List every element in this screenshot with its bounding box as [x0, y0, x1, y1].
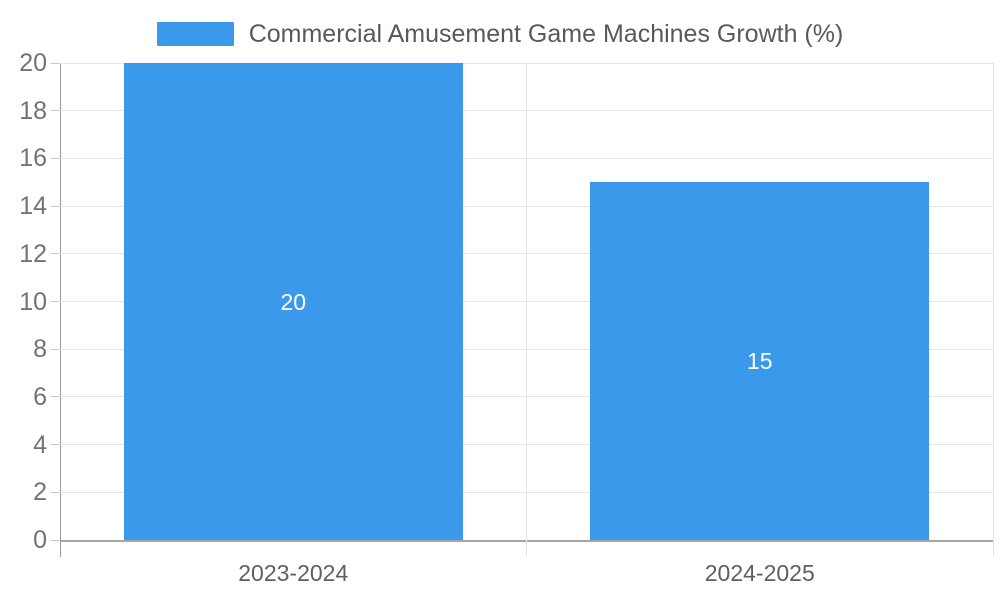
bar-value-label: 15: [746, 348, 773, 375]
y-tick-label: 16: [19, 144, 47, 173]
y-axis-tick: [51, 396, 60, 398]
y-axis-tick: [51, 110, 60, 112]
y-tick-label: 6: [33, 382, 47, 411]
y-tick-label: 8: [33, 335, 47, 364]
bar-2024-2025: [590, 182, 930, 540]
x-tick-label: 2023-2024: [238, 560, 349, 586]
chart-legend: Commercial Amusement Game Machines Growt…: [0, 18, 1000, 50]
plot-area: 20 15: [60, 62, 993, 540]
y-axis-tick: [51, 491, 60, 493]
v-gridline: [526, 63, 527, 556]
legend-label[interactable]: Commercial Amusement Game Machines Growt…: [248, 19, 844, 48]
y-tick-label: 14: [19, 192, 47, 221]
y-tick-label: 0: [33, 526, 47, 554]
v-gridline: [992, 63, 994, 556]
y-tick-label: 10: [19, 287, 47, 316]
y-tick-label: 18: [19, 96, 47, 125]
legend-swatch[interactable]: [156, 22, 234, 46]
y-tick-label: 12: [19, 239, 47, 268]
y-axis-tick: [51, 62, 60, 64]
x-tick-label: 2024-2025: [704, 560, 815, 586]
y-tick-label: 4: [33, 430, 47, 459]
bar-2023-2024: [123, 63, 463, 540]
y-axis-tick: [51, 348, 60, 350]
y-axis-tick: [51, 301, 60, 302]
y-axis-tick: [51, 205, 60, 207]
y-axis-tick: [51, 444, 60, 446]
y-axis-tick: [51, 539, 60, 541]
bar-value-label: 20: [280, 288, 307, 315]
y-tick-label: 2: [33, 478, 47, 507]
y-tick-label: 20: [19, 49, 47, 77]
y-axis-tick: [51, 253, 60, 255]
y-axis-line: [60, 63, 61, 557]
y-axis-tick: [51, 157, 60, 159]
